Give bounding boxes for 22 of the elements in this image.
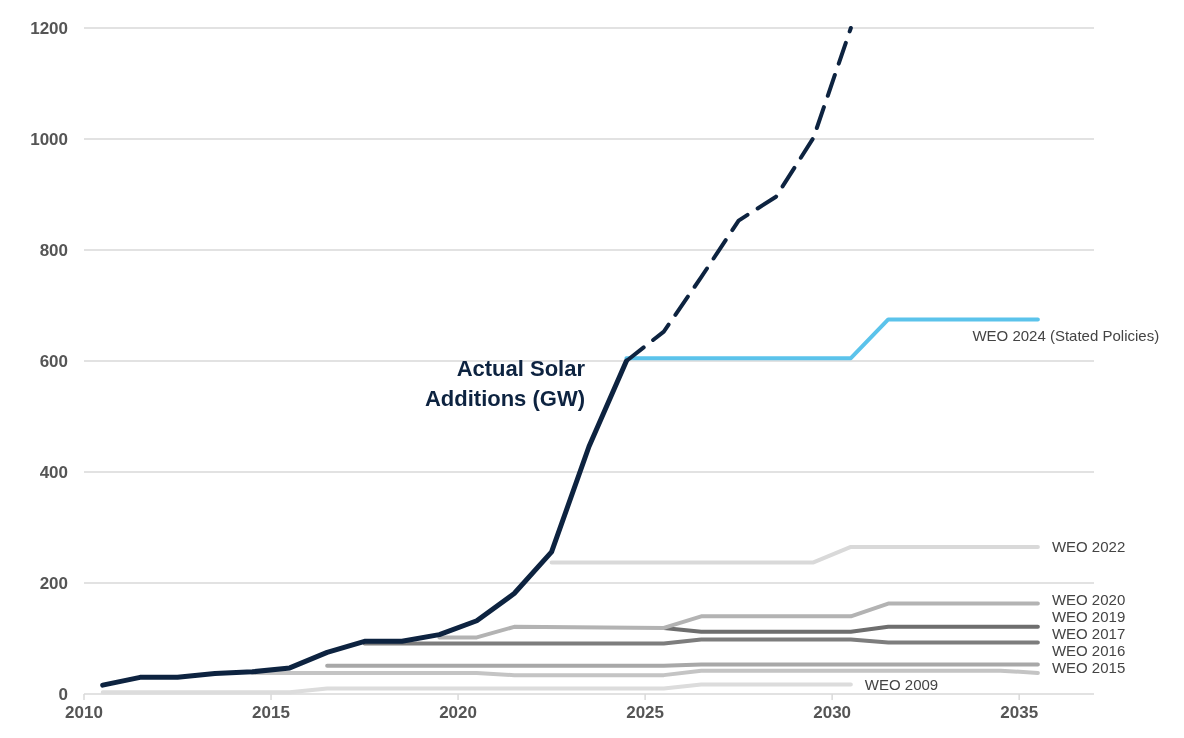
- series-label: Actual Solar Additions (GW): [424, 356, 586, 412]
- x-tick-label: 2015: [252, 703, 290, 722]
- series-label: WEO 2015: [1051, 658, 1126, 676]
- y-tick-label: 400: [39, 463, 68, 482]
- x-tick-label: 2030: [813, 703, 852, 722]
- y-tick-label: 1200: [30, 19, 68, 38]
- y-tick-label: 600: [39, 352, 68, 371]
- x-tick-label: 2020: [439, 703, 477, 722]
- series-label: WEO 2022: [1051, 537, 1126, 555]
- x-tick-label: 2025: [626, 703, 665, 722]
- y-tick-label: 1000: [30, 130, 68, 149]
- y-tick-label: 200: [39, 574, 68, 593]
- series-label: WEO 2019: [1051, 607, 1126, 625]
- y-tick-label: 800: [39, 241, 68, 260]
- series-label: WEO 2016: [1051, 641, 1126, 659]
- y-tick-label: 0: [58, 685, 68, 704]
- x-tick-label: 2010: [65, 703, 103, 722]
- x-tick-label: 2035: [1000, 703, 1039, 722]
- series-label: WEO 2017: [1051, 624, 1126, 642]
- series-label: WEO 2020: [1051, 590, 1126, 608]
- series-label: WEO 2009: [864, 675, 939, 693]
- series-label: WEO 2024 (Stated Policies): [972, 327, 1160, 345]
